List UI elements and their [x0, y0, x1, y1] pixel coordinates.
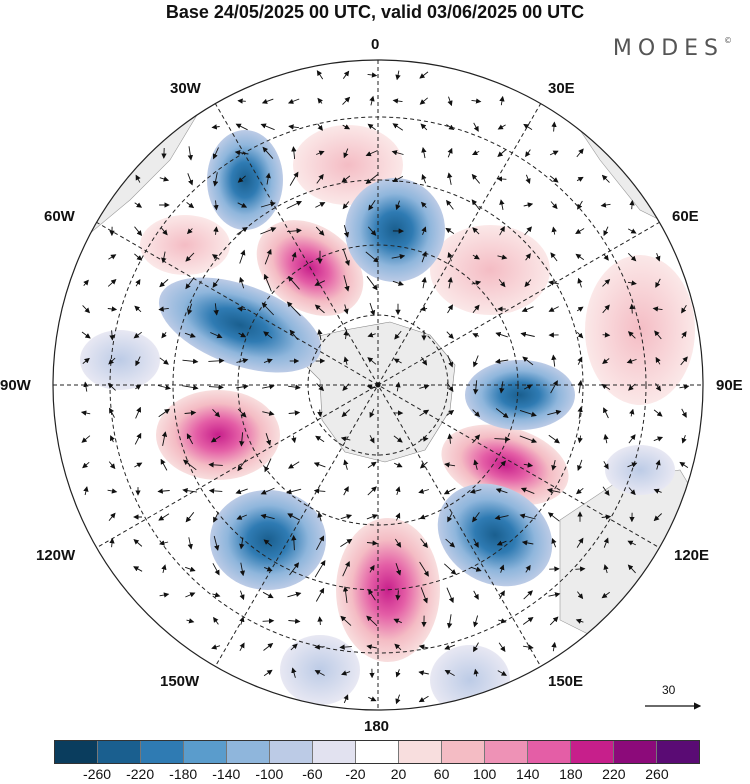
arrow-icon	[263, 621, 274, 622]
south-pole-marker	[376, 383, 381, 388]
lon-label-150e: 150E	[548, 673, 583, 690]
colorbar-tick-label: 140	[516, 766, 539, 782]
colorbar-tick-label: 260	[645, 766, 668, 782]
colorbar-tick-label: 220	[602, 766, 625, 782]
colorbar-tick-label: -140	[212, 766, 240, 782]
colorbar-tick-label: 180	[559, 766, 582, 782]
reference-vector-label: 30	[662, 683, 675, 697]
colorbar-segment	[356, 741, 399, 763]
colorbar-segment	[98, 741, 141, 763]
colorbar-tick-label: 60	[434, 766, 450, 782]
polar-map	[0, 0, 750, 735]
arrow-icon	[632, 201, 633, 209]
colorbar-segment	[399, 741, 442, 763]
colorbar-tick-label: -260	[83, 766, 111, 782]
colorbar-segment	[184, 741, 227, 763]
arrow-icon	[603, 335, 610, 336]
lon-label-90e: 90E	[716, 377, 743, 394]
colorbar-segment	[313, 741, 356, 763]
colorbar-tick-label: -100	[255, 766, 283, 782]
colorbar-segment	[528, 741, 571, 763]
colorbar-segment	[657, 741, 699, 763]
colorbar-segment	[55, 741, 98, 763]
lon-label-30w: 30W	[170, 80, 201, 97]
arrow-icon	[575, 569, 584, 570]
arrow-icon	[238, 101, 246, 102]
lon-label-60e: 60E	[672, 208, 699, 225]
arrow-icon	[315, 647, 324, 648]
lon-label-180: 180	[364, 718, 389, 735]
arrow-icon	[320, 410, 321, 417]
lon-label-120w: 120W	[36, 547, 75, 564]
colorbar	[54, 740, 700, 764]
colorbar-segment	[270, 741, 313, 763]
colorbar-segment	[614, 741, 657, 763]
colorbar-segment	[442, 741, 485, 763]
lon-label-0: 0	[371, 36, 379, 53]
colorbar-ticks: -260 -220 -180 -140 -100 -60 -20 20 60 100 140 180 2…	[0, 766, 750, 784]
lon-label-120e: 120E	[674, 547, 709, 564]
arrow-icon	[498, 179, 507, 180]
colorbar-tick-label: -220	[126, 766, 154, 782]
colorbar-segment	[227, 741, 270, 763]
lon-label-90w: 90W	[0, 377, 31, 394]
lon-label-60w: 60W	[44, 208, 75, 225]
colorbar-segment	[485, 741, 528, 763]
arrow-icon	[632, 305, 633, 314]
colorbar-tick-label: -180	[169, 766, 197, 782]
colorbar-tick-label: 20	[391, 766, 407, 782]
colorbar-tick-label: 100	[473, 766, 496, 782]
colorbar-tick-label: -20	[345, 766, 365, 782]
colorbar-segment	[571, 741, 614, 763]
lon-label-30e: 30E	[548, 80, 575, 97]
lon-label-150w: 150W	[160, 673, 199, 690]
colorbar-segment	[141, 741, 184, 763]
colorbar-tick-label: -60	[302, 766, 322, 782]
